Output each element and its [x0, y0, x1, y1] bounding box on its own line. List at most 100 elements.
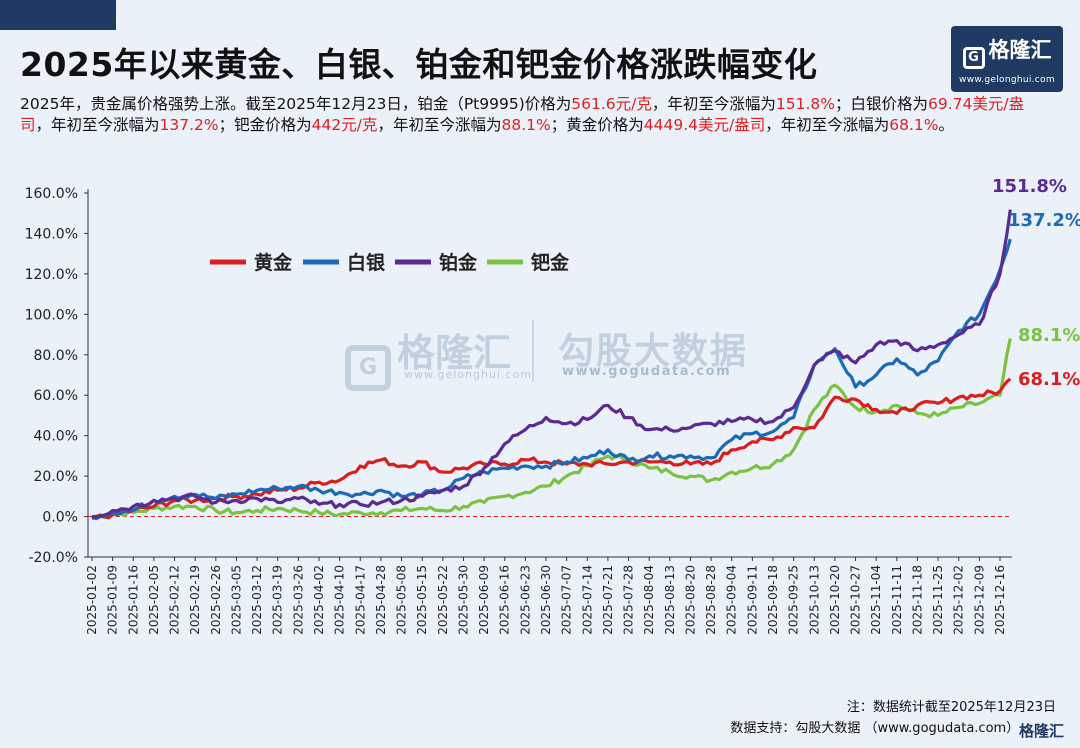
x-tick-label: 2025-11-04 — [869, 565, 883, 635]
x-tick-label: 2025-01-09 — [106, 565, 120, 635]
x-tick-label: 2025-12-09 — [972, 565, 986, 635]
legend-label: 黄金 — [254, 251, 293, 274]
series-line-3 — [91, 338, 1012, 520]
summary-text: ；白银价格为 — [835, 95, 929, 113]
x-tick-label: 2025-02-19 — [188, 565, 202, 635]
x-tick-label: 2025-03-19 — [271, 565, 285, 635]
x-tick-label: 2025-06-16 — [498, 565, 512, 635]
y-tick-label: 160.0% — [25, 186, 78, 202]
summary-text: ，年初至今涨幅为 — [651, 95, 776, 113]
x-tick-label: 2025-08-04 — [642, 565, 656, 635]
top-accent-bar — [0, 0, 116, 30]
legend-label: 铂金 — [439, 251, 478, 274]
end-label: 68.1% — [1018, 369, 1080, 390]
y-tick-label: 40.0% — [34, 429, 78, 445]
x-tick-label: 2025-08-13 — [663, 565, 677, 635]
x-tick-label: 2025-06-23 — [518, 565, 532, 635]
gelonghui-logo: G 格隆汇 www.gelonghui.com — [951, 26, 1063, 92]
series-layer — [91, 209, 1012, 521]
watermark-gogu-url: www.gogudata.com — [562, 364, 732, 379]
x-tick-label: 2025-05-08 — [395, 565, 409, 635]
x-tick-label: 2025-03-12 — [250, 565, 264, 635]
summary-text: ；钯金价格为 — [218, 116, 312, 134]
summary-value: 137.2% — [159, 116, 219, 134]
x-tick-label: 2025-10-20 — [828, 565, 842, 635]
summary-text: ；黄金价格为 — [550, 116, 644, 134]
y-tick-label: 100.0% — [25, 307, 78, 323]
x-tick-label: 2025-05-22 — [436, 565, 450, 635]
g-logo-icon: G — [962, 47, 985, 69]
x-tick-label: 2025-04-17 — [353, 565, 367, 635]
x-axis: 2025-01-02 2025-01-09 2025-01-16 2025-02-05… — [85, 556, 1012, 635]
summary-paragraph: 2025年，贵金属价格强势上涨。截至2025年12月23日，铂金（Pt9995)… — [20, 94, 1030, 136]
watermark-divider — [532, 320, 534, 382]
y-tick-label: 20.0% — [34, 469, 78, 485]
watermark-brand-url: www.gelonghui.com — [404, 368, 532, 381]
end-label: 137.2% — [1008, 210, 1080, 231]
summary-text: ，年初至今涨幅为 — [377, 116, 502, 134]
footnote: 注：数据统计截至2025年12月23日 — [846, 700, 1056, 715]
summary-value: 88.1% — [501, 116, 551, 134]
x-tick-label: 2025-07-14 — [580, 565, 594, 635]
end-labels: 68.1% 137.2% 151.8% 88.1% — [992, 176, 1080, 390]
y-tick-label: 120.0% — [25, 267, 78, 283]
x-tick-label: 2025-10-13 — [807, 565, 821, 635]
y-tick-label: 0.0% — [42, 510, 78, 526]
x-tick-label: 2025-03-05 — [229, 565, 243, 635]
x-tick-label: 2025-11-11 — [890, 565, 904, 635]
page-title: 2025年以来黄金、白银、铂金和钯金价格涨跌幅变化 — [20, 45, 818, 84]
summary-value: 68.1% — [889, 116, 939, 134]
summary-text: ，年初至今涨幅为 — [765, 116, 890, 134]
x-tick-label: 2025-06-09 — [477, 565, 491, 635]
summary-value: 4449.4美元/盎司 — [643, 116, 766, 134]
summary-value: 442元/克 — [311, 116, 378, 134]
y-axis: -20.0% 0.0% 20.0% 40.0% 60.0% 80.0% 100.0% 120.… — [25, 186, 89, 566]
x-tick-label: 2025-04-28 — [374, 565, 388, 635]
y-tick-label: -20.0% — [28, 550, 78, 566]
legend-label: 白银 — [347, 251, 386, 274]
x-tick-label: 2025-03-26 — [291, 565, 305, 635]
x-tick-label: 2025-06-30 — [539, 565, 553, 635]
end-label: 88.1% — [1018, 325, 1080, 346]
data-source: 数据支持：勾股大数据 （www.gogudata.com） Wind — [730, 721, 1056, 736]
x-tick-label: 2025-04-02 — [312, 565, 326, 635]
x-tick-label: 2025-08-20 — [683, 565, 697, 635]
x-tick-label: 2025-09-11 — [745, 565, 759, 635]
series-line-1 — [91, 238, 1012, 521]
x-tick-label: 2025-02-05 — [147, 565, 161, 635]
x-tick-label: 2025-07-07 — [560, 565, 574, 635]
x-tick-label: 2025-09-04 — [725, 565, 739, 635]
x-tick-label: 2025-02-12 — [168, 565, 182, 635]
y-tick-label: 80.0% — [34, 348, 78, 364]
x-tick-label: 2025-05-15 — [415, 565, 429, 635]
summary-value: 69.74美元/盎司 — [20, 95, 1025, 134]
legend-label: 钯金 — [531, 251, 570, 274]
x-tick-label: 2025-01-02 — [85, 565, 99, 635]
x-tick-label: 2025-12-02 — [952, 565, 966, 635]
x-tick-label: 2025-12-16 — [993, 565, 1007, 635]
x-tick-label: 2025-11-25 — [931, 565, 945, 635]
x-tick-label: 2025-08-28 — [704, 565, 718, 635]
summary-text: 。 — [938, 116, 954, 134]
watermark-gogu: 勾股大数据 — [558, 331, 749, 372]
series-line-2 — [91, 209, 1012, 519]
x-tick-label: 2025-02-26 — [209, 565, 223, 635]
y-tick-label: 140.0% — [25, 226, 78, 242]
x-tick-label: 2025-10-27 — [849, 565, 863, 635]
logo-text: 格隆汇 — [988, 38, 1052, 62]
x-tick-label: 2025-01-16 — [126, 565, 140, 635]
x-tick-label: 2025-11-18 — [910, 565, 924, 635]
x-tick-label: 2025-07-28 — [622, 565, 636, 635]
x-tick-label: 2025-09-25 — [787, 565, 801, 635]
end-label: 151.8% — [992, 176, 1067, 197]
x-tick-label: 2025-05-30 — [456, 565, 470, 635]
summary-value: 151.8% — [775, 95, 835, 113]
summary-text: ，年初至今涨幅为 — [35, 116, 160, 134]
watermark-brand: G 格隆汇 — [345, 322, 511, 391]
summary-value: 561.6元/克 — [571, 95, 652, 113]
summary-text: 2025年，贵金属价格强势上涨。截至2025年12月23日，铂金（Pt9995)… — [20, 95, 572, 113]
y-tick-label: 60.0% — [34, 388, 78, 404]
x-tick-label: 2025-07-21 — [601, 565, 615, 635]
bottom-logo: 格隆汇 — [1014, 720, 1064, 741]
